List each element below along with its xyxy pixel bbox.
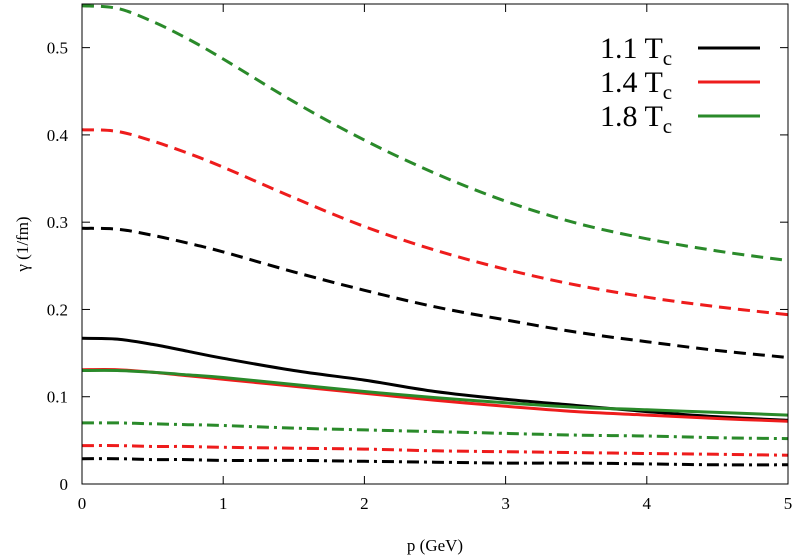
x-tick-label: 1 xyxy=(219,494,228,513)
y-tick-label: 0 xyxy=(60,475,69,494)
x-tick-label: 2 xyxy=(360,494,369,513)
series-line-1 xyxy=(81,4,789,263)
series-layer xyxy=(81,4,789,467)
legend: 1.1 Tc1.4 Tc1.8 Tc xyxy=(600,32,760,138)
plot-frame xyxy=(81,3,789,485)
x-tick-label: 0 xyxy=(78,494,87,513)
x-axis-title: p (GeV) xyxy=(407,536,463,555)
legend-label-main: 1.8 T xyxy=(600,100,663,133)
legend-label-main: 1.4 T xyxy=(600,66,663,99)
legend-label-subscript: c xyxy=(663,46,672,70)
legend-label-subscript: c xyxy=(663,80,672,104)
x-tick-label: 3 xyxy=(501,494,510,513)
legend-label-main: 1.1 T xyxy=(600,32,663,65)
y-tick-label: 0.2 xyxy=(47,300,68,319)
y-axis-title: γ (1/fm) xyxy=(13,216,32,272)
series-line-2 xyxy=(81,128,789,317)
legend-label: 1.4 Tc xyxy=(600,66,672,104)
series-line-4 xyxy=(81,336,789,422)
legend-label: 1.8 Tc xyxy=(600,100,672,138)
legend-label: 1.1 Tc xyxy=(600,32,672,70)
ticks-layer: 0 1 2 3 4 5 0 0.1 0.2 0.3 0.4 0.5 xyxy=(47,4,793,513)
x-tick-label: 5 xyxy=(784,494,793,513)
y-tick-label: 0.5 xyxy=(47,39,68,58)
x-tick-label: 4 xyxy=(643,494,652,513)
y-tick-label: 0.3 xyxy=(47,213,68,232)
legend-label-subscript: c xyxy=(663,114,672,138)
y-tick-label: 0.4 xyxy=(47,126,69,145)
series-line-6 xyxy=(81,368,789,417)
y-tick-label: 0.1 xyxy=(47,388,68,407)
series-line-3 xyxy=(81,226,789,359)
